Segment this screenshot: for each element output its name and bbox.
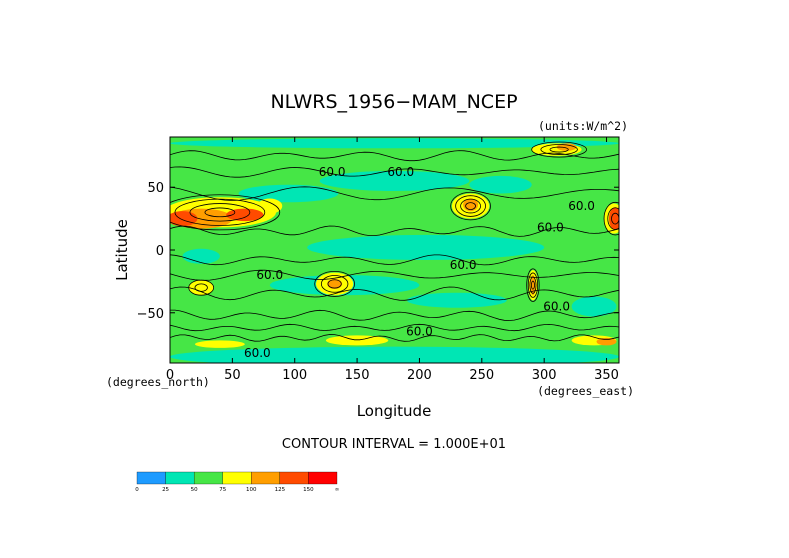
contour-label: 60.0 — [319, 165, 346, 179]
contour-ring — [607, 207, 619, 230]
contour-label: 60.0 — [568, 199, 595, 213]
colorbar-label: 50 — [191, 487, 198, 493]
contour-ring — [327, 279, 342, 289]
contour-line — [170, 323, 619, 332]
field-cyan — [182, 248, 220, 264]
y-axis-label: Latitude — [113, 219, 131, 281]
contour-ring — [530, 280, 535, 290]
contour-line — [170, 166, 619, 178]
plot-area: 60.0 60.0 60.0 60.0 60.0 60.0 60.0 60.0 60.0 — [170, 137, 619, 363]
contour-ring — [320, 275, 349, 293]
contour-ring — [204, 207, 236, 218]
field-cyan — [469, 175, 532, 194]
field-cyan — [571, 296, 617, 317]
chart-title: NLWRS_1956−MAM_NCEP — [270, 91, 517, 113]
contour-ring — [460, 198, 481, 214]
contour-ring — [527, 272, 539, 298]
contour-ring — [465, 202, 476, 210]
colorbar-swatch — [165, 471, 195, 485]
contour-label: 60.0 — [543, 300, 570, 314]
contour-label: 60.0 — [244, 346, 271, 360]
field-red — [226, 208, 264, 222]
contour-ring — [526, 268, 540, 302]
contour-ring — [189, 203, 251, 222]
x-unit-label: (degrees_east) — [537, 384, 634, 398]
contour-ring — [529, 276, 537, 294]
field-orange — [327, 278, 343, 289]
contour-line — [170, 186, 619, 201]
field-yellow — [188, 280, 214, 296]
contour-ring — [170, 194, 281, 231]
field-yellow — [257, 198, 283, 214]
field-yellow — [325, 335, 389, 346]
units-label: (units:W/m^2) — [538, 119, 628, 133]
colorbar-label: 75 — [219, 487, 226, 493]
contour-label: 60.0 — [537, 220, 564, 234]
contour-line — [170, 225, 619, 237]
contour-ring — [455, 195, 486, 217]
y-unit-label: (degrees_north) — [106, 375, 210, 389]
x-tick-label: 350 — [594, 368, 619, 383]
field-red — [609, 207, 619, 230]
colorbar-label: 125 — [275, 487, 286, 493]
y-tick-label: 0 — [156, 244, 164, 259]
field-orange — [596, 337, 617, 346]
contour-label: 60.0 — [406, 325, 433, 339]
colorbar-label: 150 — [303, 487, 314, 493]
contour-label: 60.0 — [387, 165, 414, 179]
contour-ring — [314, 270, 355, 297]
colorbar-swatch — [279, 471, 309, 485]
field-orange — [530, 275, 536, 296]
colorbar-label: 100 — [246, 487, 257, 493]
contour-ring — [603, 201, 619, 236]
contour-line — [170, 254, 619, 266]
contour-ring — [531, 141, 587, 158]
contour-line — [170, 334, 619, 342]
contour-ring — [450, 191, 491, 221]
colorbar-label: 0 — [135, 487, 139, 493]
contour-ring — [611, 212, 619, 225]
field-cyan — [238, 184, 339, 203]
colorbar-swatch — [193, 471, 223, 485]
x-tick-label: 300 — [532, 368, 557, 383]
field-cyan — [170, 138, 619, 149]
colorbar-label: ∞ — [335, 487, 340, 493]
x-tick-label: 200 — [407, 368, 432, 383]
colorbar: 0 25 50 75 100 125 150 ∞ — [135, 471, 340, 493]
colorbar-swatch — [308, 471, 338, 485]
contour-line — [170, 286, 619, 301]
contour-ring — [188, 279, 215, 296]
field-red — [170, 211, 198, 227]
y-tick-label: −50 — [137, 307, 164, 322]
contour-label: 60.0 — [450, 258, 477, 272]
contour-ring — [194, 283, 208, 292]
contour-label: 60.0 — [256, 268, 283, 282]
contour-line — [170, 309, 619, 321]
field-cyan — [307, 234, 545, 261]
x-axis-label: Longitude — [357, 402, 432, 420]
colorbar-swatch — [222, 471, 252, 485]
contour-ring — [174, 198, 266, 226]
contour-line — [170, 150, 619, 162]
field-cyan — [406, 292, 507, 308]
x-tick-label: 150 — [345, 368, 370, 383]
contour-line — [170, 269, 619, 281]
colorbar-label: 25 — [162, 487, 169, 493]
contour-interval-text: CONTOUR INTERVAL = 1.000E+01 — [282, 437, 506, 452]
x-tick-label: 250 — [469, 368, 494, 383]
field-cyan — [170, 346, 619, 363]
colorbar-swatch — [136, 471, 166, 485]
x-tick-label: 100 — [282, 368, 307, 383]
field-orange — [556, 143, 577, 151]
field-orange — [463, 198, 479, 212]
x-tick-label: 0 — [166, 368, 174, 383]
colorbar-swatch — [251, 471, 281, 485]
contour-ring — [549, 146, 569, 153]
x-tick-label: 50 — [224, 368, 241, 383]
field-yellow — [194, 340, 245, 348]
y-tick-label: 50 — [147, 181, 164, 196]
contour-ring — [540, 144, 578, 155]
